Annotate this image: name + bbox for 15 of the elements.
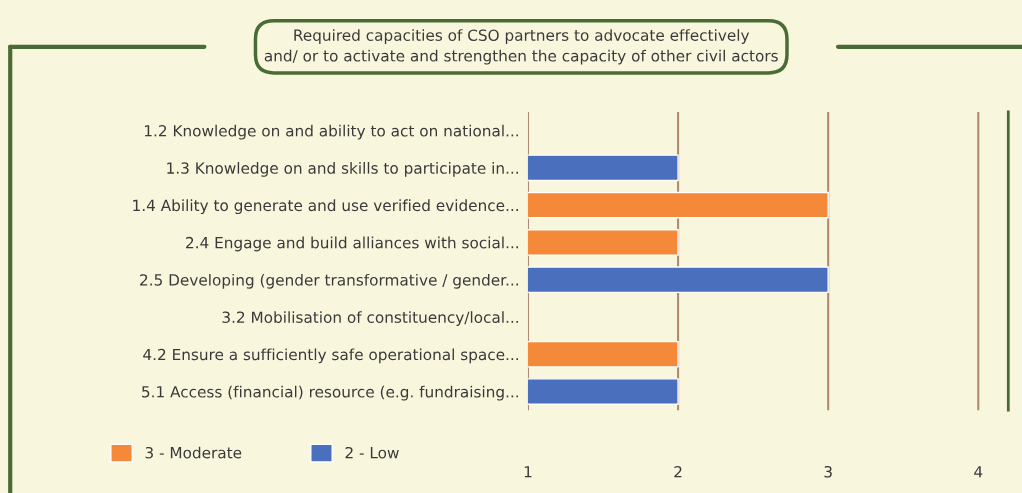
chart-title: Required capacities of CSO partners to advocate effectively and/ or to activate and strengthen the capacity of other civil actors: [264, 29, 778, 65]
legend-label: 2 - Low: [345, 446, 399, 459]
y-tick-label: 2.4 Engage and build alliances with social...: [186, 236, 518, 252]
y-tick-label: 3.2 Mobilisation of constituency/local...: [222, 311, 518, 326]
y-tick-label: 1.2 Knowledge on and ability to act on national...: [144, 124, 518, 140]
x-tick-label: 3: [824, 466, 832, 478]
x-tick-label: 2: [674, 466, 682, 478]
x-tick-label: 1: [524, 466, 532, 478]
y-tick-label: 1.3 Knowledge on and skills to participate in...: [167, 162, 518, 177]
legend-label: 3 - Moderate: [145, 446, 242, 459]
y-tick-label: 5.1 Access (financial) resource (e.g. fundraising...: [142, 385, 518, 401]
y-tick-label: 2.5 Developing (gender transformative / gender...: [140, 273, 518, 289]
x-tick-label: 4: [974, 466, 983, 478]
y-tick-label: 1.4 Ability to generate and use verified evidence...: [133, 199, 518, 215]
y-tick-label: 4.2 Ensure a sufficiently safe operational space...: [143, 348, 518, 364]
